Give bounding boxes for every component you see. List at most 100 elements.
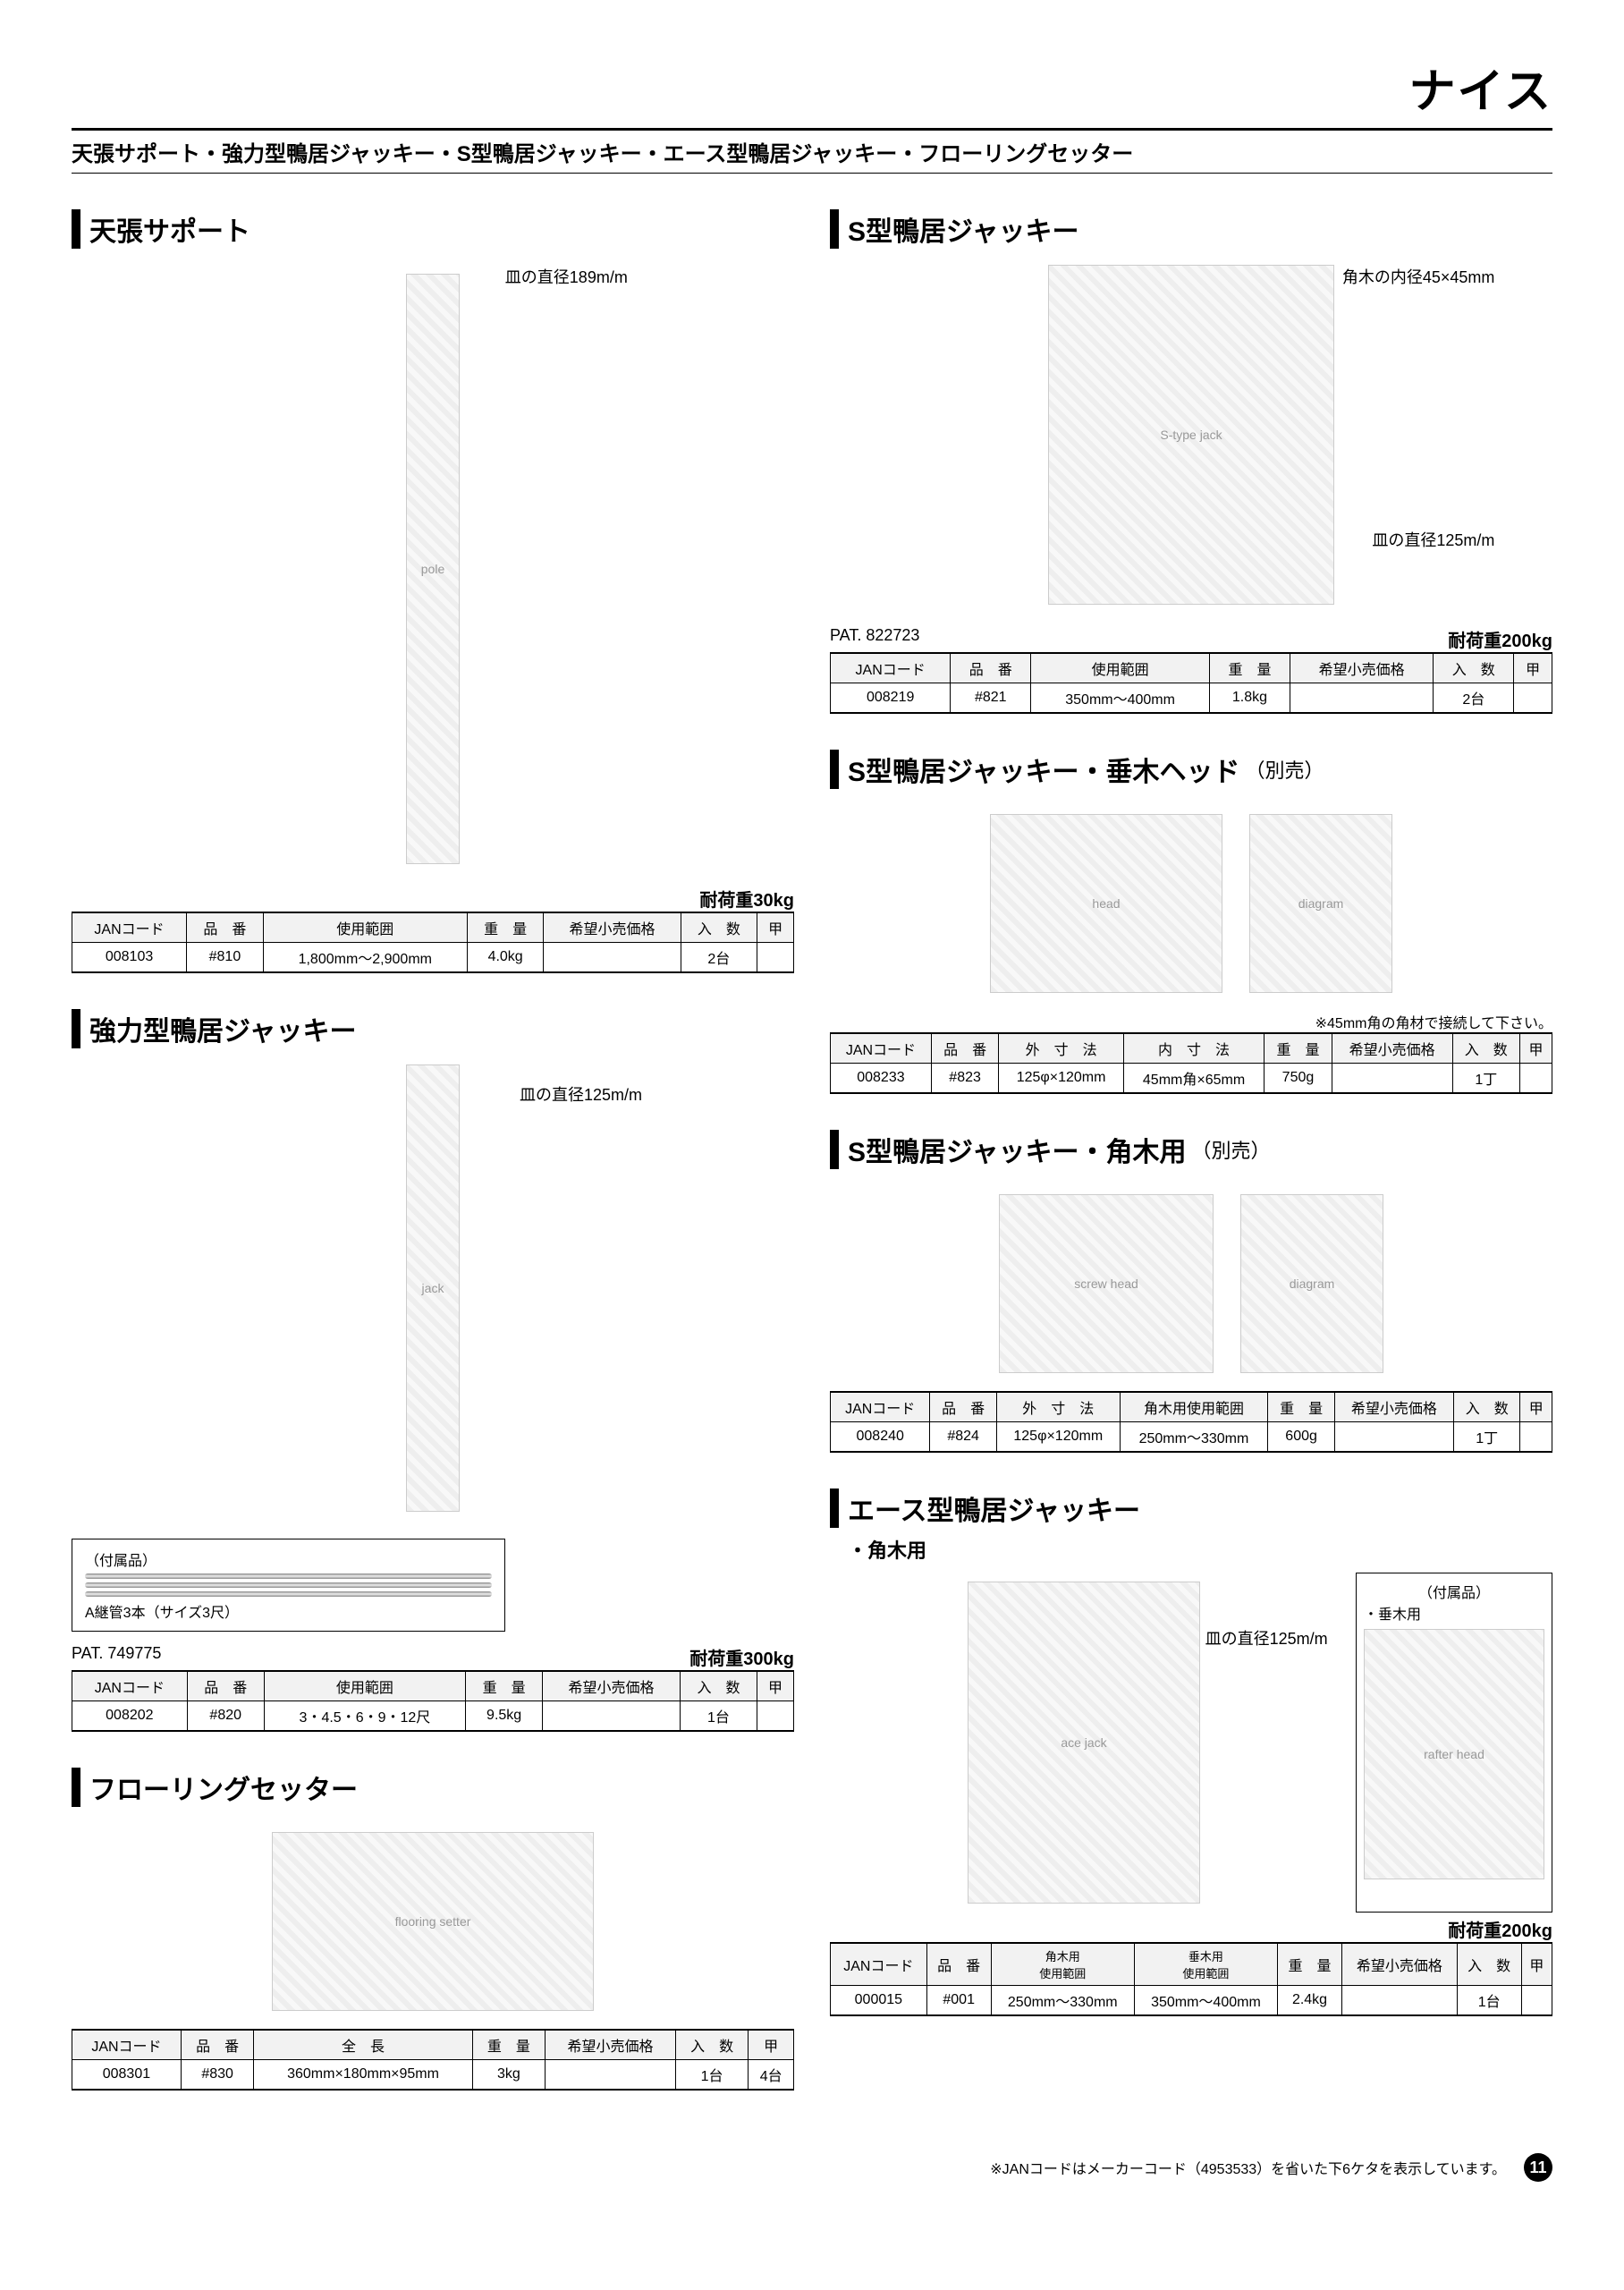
td: 125φ×120mm bbox=[996, 1422, 1120, 1453]
td bbox=[757, 943, 794, 973]
td: 2.4kg bbox=[1278, 1986, 1342, 2016]
th: 垂木用 使用範囲 bbox=[1134, 1943, 1277, 1986]
load-capacity: 耐荷重200kg bbox=[830, 1916, 1552, 1942]
section-title: 強力型鴨居ジャッキー bbox=[89, 1009, 357, 1048]
pipe-icon bbox=[85, 1573, 492, 1579]
td: #820 bbox=[187, 1701, 264, 1732]
section-bar-icon bbox=[830, 1488, 839, 1528]
th: 入 数 bbox=[1453, 1392, 1520, 1422]
annotation-plate-diameter: 皿の直径189m/m bbox=[505, 265, 628, 288]
th: 使用範囲 bbox=[264, 1671, 465, 1701]
td: 360mm×180mm×95mm bbox=[254, 2060, 472, 2091]
td: 2台 bbox=[1434, 683, 1514, 714]
th: 使用範囲 bbox=[263, 912, 467, 943]
section-ace: エース型鴨居ジャッキー ・角木用 ace jack 皿の直径125m/m （付属… bbox=[830, 1488, 1552, 2016]
th: 希望小売価格 bbox=[1332, 1033, 1452, 1064]
section-bar-icon bbox=[830, 1130, 839, 1169]
th: 外 寸 法 bbox=[996, 1392, 1120, 1422]
section-bar-icon bbox=[72, 1009, 80, 1048]
pipe-icon bbox=[85, 1582, 492, 1588]
td: 1台 bbox=[675, 2060, 749, 2091]
section-bar-icon bbox=[830, 209, 839, 249]
th: 入 数 bbox=[681, 912, 757, 943]
td: 350mm～400mm bbox=[1031, 683, 1210, 714]
td: 3・4.5・6・9・12尺 bbox=[264, 1701, 465, 1732]
spec-table-tenbari: JANコード 品 番 使用範囲 重 量 希望小売価格 入 数 甲 008103 … bbox=[72, 912, 794, 973]
td bbox=[1334, 1422, 1453, 1453]
td: 250mm～330mm bbox=[991, 1986, 1134, 2016]
th: 品 番 bbox=[930, 1392, 997, 1422]
th: 重 量 bbox=[466, 1671, 543, 1701]
section-title: S型鴨居ジャッキー・角木用 bbox=[848, 1130, 1187, 1169]
section-title: S型鴨居ジャッキー bbox=[848, 209, 1079, 249]
th: 甲 bbox=[757, 912, 794, 943]
spec-table-sgata-taruki: JANコード 品 番 外 寸 法 内 寸 法 重 量 希望小売価格 入 数 甲 … bbox=[830, 1032, 1552, 1094]
section-subtitle: ・角木用 bbox=[848, 1535, 1552, 1564]
spec-table-ace: JANコード 品 番 角木用 使用範囲 垂木用 使用範囲 重 量 希望小売価格 … bbox=[830, 1942, 1552, 2016]
td: 9.5kg bbox=[466, 1701, 543, 1732]
sidebox-title: （付属品） bbox=[1364, 1581, 1544, 1602]
th: JANコード bbox=[72, 1671, 188, 1701]
td: 1丁 bbox=[1453, 1422, 1520, 1453]
th: 入 数 bbox=[675, 2030, 749, 2060]
th: JANコード bbox=[72, 912, 187, 943]
th: 品 番 bbox=[187, 912, 264, 943]
td: #830 bbox=[181, 2060, 254, 2091]
td: 600g bbox=[1268, 1422, 1335, 1453]
td: #001 bbox=[926, 1986, 991, 2016]
td: #823 bbox=[931, 1064, 998, 1094]
td bbox=[757, 1701, 794, 1732]
th: 重 量 bbox=[1265, 1033, 1332, 1064]
th: 重 量 bbox=[1210, 653, 1290, 683]
th: 重 量 bbox=[1278, 1943, 1342, 1986]
brand-name: ナイス bbox=[72, 54, 1552, 121]
td: 125φ×120mm bbox=[999, 1064, 1123, 1094]
td: 1,800mm～2,900mm bbox=[263, 943, 467, 973]
td: 008301 bbox=[72, 2060, 182, 2091]
page-number: 11 bbox=[1524, 2153, 1552, 2182]
td bbox=[1342, 1986, 1458, 2016]
th: 角木用使用範囲 bbox=[1120, 1392, 1268, 1422]
td: #821 bbox=[951, 683, 1031, 714]
th: 重 量 bbox=[467, 912, 544, 943]
th: 品 番 bbox=[181, 2030, 254, 2060]
th: 品 番 bbox=[187, 1671, 264, 1701]
section-sgata-kakuki: S型鴨居ジャッキー・角木用 （別売） screw head diagram JA… bbox=[830, 1130, 1552, 1453]
th: 入 数 bbox=[680, 1671, 757, 1701]
td: 008240 bbox=[831, 1422, 930, 1453]
th: JANコード bbox=[72, 2030, 182, 2060]
td: 1丁 bbox=[1452, 1064, 1519, 1094]
annotation-plate-diameter: 皿の直径125m/m bbox=[1372, 528, 1494, 551]
section-suffix: （別売） bbox=[1246, 755, 1324, 784]
td: 2台 bbox=[681, 943, 757, 973]
th: 希望小売価格 bbox=[1290, 653, 1434, 683]
accessory-title: （付属品） bbox=[85, 1548, 492, 1570]
th: 希望小売価格 bbox=[1342, 1943, 1458, 1986]
th: JANコード bbox=[831, 1943, 927, 1986]
td: 008233 bbox=[831, 1064, 932, 1094]
td: #810 bbox=[187, 943, 264, 973]
td: 750g bbox=[1265, 1064, 1332, 1094]
th: 重 量 bbox=[472, 2030, 546, 2060]
th: 角木用 使用範囲 bbox=[991, 1943, 1134, 1986]
th: 内 寸 法 bbox=[1123, 1033, 1264, 1064]
patent-number: PAT. 749775 bbox=[72, 1644, 161, 1670]
section-title: フローリングセッター bbox=[89, 1768, 358, 1807]
th: 品 番 bbox=[931, 1033, 998, 1064]
th: 品 番 bbox=[926, 1943, 991, 1986]
accessory-sidebox: （付属品） ・垂木用 rafter head bbox=[1356, 1573, 1552, 1913]
section-bar-icon bbox=[830, 750, 839, 789]
sidebox-sub: ・垂木用 bbox=[1364, 1602, 1544, 1624]
section-kyoryoku: 強力型鴨居ジャッキー jack 皿の直径125m/m （付属品） A継管3本（サ… bbox=[72, 1009, 794, 1732]
th: 甲 bbox=[1520, 1392, 1552, 1422]
th: 重 量 bbox=[1268, 1392, 1335, 1422]
annotation-plate-diameter: 皿の直径125m/m bbox=[1205, 1626, 1328, 1650]
th: 甲 bbox=[757, 1671, 794, 1701]
td bbox=[1514, 683, 1552, 714]
annotation-square-inner: 角木の内径45×45mm bbox=[1342, 265, 1495, 288]
td: #824 bbox=[930, 1422, 997, 1453]
th: 入 数 bbox=[1452, 1033, 1519, 1064]
th: 全 長 bbox=[254, 2030, 472, 2060]
section-title: S型鴨居ジャッキー・垂木ヘッド bbox=[848, 750, 1240, 789]
section-suffix: （別売） bbox=[1192, 1135, 1271, 1164]
